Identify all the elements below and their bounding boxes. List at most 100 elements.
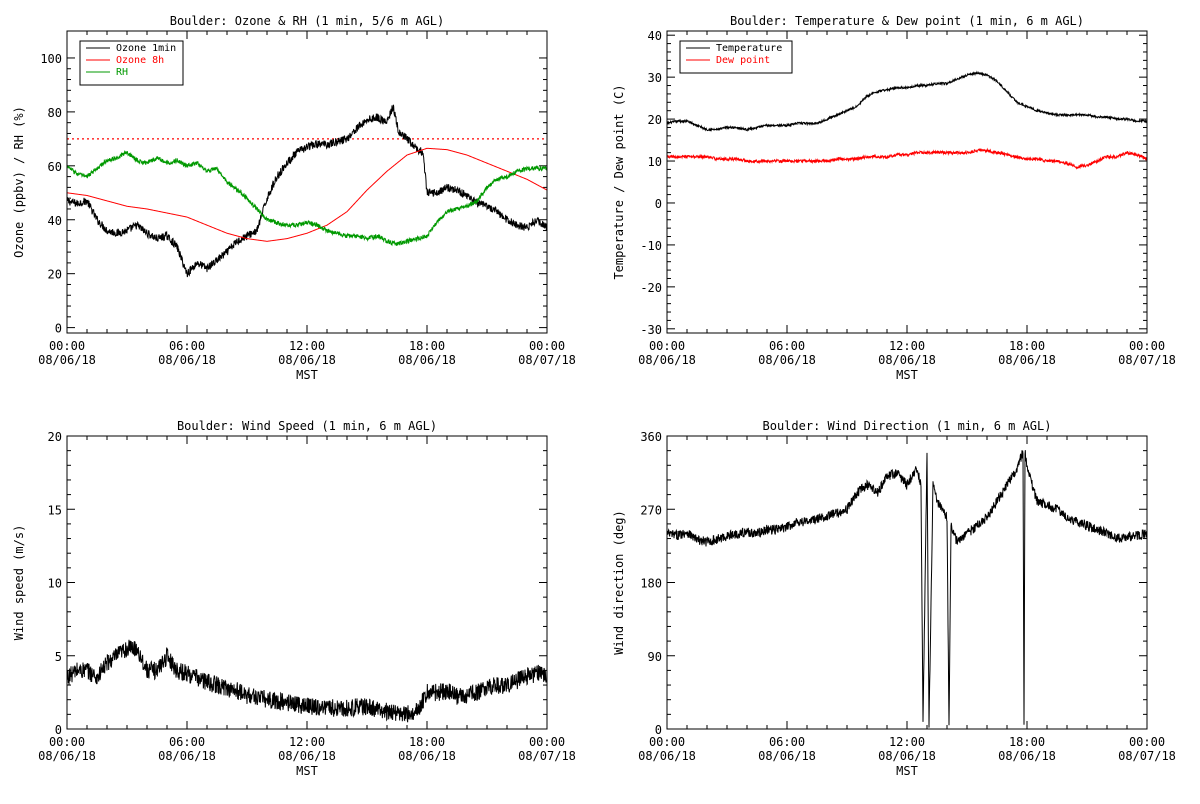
x-tick-label-date: 08/06/18: [278, 353, 336, 367]
series-line-temperature: [667, 70, 1147, 133]
legend-label: Ozone 1min: [116, 43, 176, 54]
x-tick-label-date: 08/06/18: [158, 749, 216, 763]
y-tick-label: 360: [640, 430, 662, 444]
plot-frame: [666, 435, 1148, 730]
series-line-rh: [67, 150, 547, 247]
x-axis-label: MST: [296, 764, 318, 778]
x-axis-label: MST: [896, 764, 918, 778]
x-tick-label-date: 08/06/18: [998, 749, 1056, 763]
series-line-series-0: [67, 639, 547, 723]
plot-area: [67, 104, 547, 278]
x-tick-label-time: 12:00: [889, 339, 925, 353]
y-tick-label: 180: [640, 577, 662, 591]
y-axis-label: Wind speed (m/s): [12, 525, 26, 641]
y-tick-label: 0: [55, 723, 62, 737]
x-tick-label-time: 12:00: [889, 735, 925, 749]
x-tick-label-time: 00:00: [529, 735, 565, 749]
y-tick-label: 10: [648, 155, 662, 169]
y-tick-label: -20: [640, 281, 662, 295]
chart-title: Boulder: Wind Speed (1 min, 6 m AGL): [177, 419, 437, 433]
x-tick-label-time: 00:00: [529, 339, 565, 353]
y-axis-label: Temperature / Dew point (C): [612, 84, 626, 279]
x-tick-label-date: 08/06/18: [758, 749, 816, 763]
plot-frame: [666, 30, 1148, 334]
legend-label: Dew point: [716, 55, 770, 66]
y-tick-label: 10: [48, 577, 62, 591]
x-tick-label-time: 12:00: [289, 735, 325, 749]
y-tick-label: 80: [48, 106, 62, 120]
plot-frame: [66, 435, 548, 730]
y-tick-label: 40: [48, 214, 62, 228]
plot-area: [667, 450, 1147, 728]
chart-ozone-rh: Boulder: Ozone & RH (1 min, 5/6 m AGL) 0 2…: [12, 14, 576, 382]
x-tick-label-date: 08/06/18: [878, 353, 936, 367]
x-tick-label-date: 08/07/18: [518, 749, 576, 763]
chart-wind-speed: Boulder: Wind Speed (1 min, 6 m AGL) 0 5 10…: [12, 419, 576, 778]
legend-label: RH: [116, 67, 128, 78]
x-tick-label-date: 08/07/18: [1118, 749, 1176, 763]
x-axis-label: MST: [296, 368, 318, 382]
y-tick-label: 15: [48, 503, 62, 517]
y-axis-label: Ozone (ppbv) / RH (%): [12, 106, 26, 258]
x-tick-label-time: 18:00: [409, 339, 445, 353]
y-tick-label: 60: [48, 160, 62, 174]
x-tick-label-date: 08/06/18: [398, 749, 456, 763]
y-tick-label: 20: [648, 113, 662, 127]
plot-area: [67, 639, 547, 723]
y-tick-label: 100: [40, 52, 62, 66]
x-tick-label-date: 08/06/18: [398, 353, 456, 367]
x-tick-label-time: 00:00: [1129, 339, 1165, 353]
y-tick-label: 30: [648, 71, 662, 85]
x-tick-label-time: 18:00: [1009, 735, 1045, 749]
legend-label: Ozone 8h: [116, 55, 164, 66]
chart-title: Boulder: Ozone & RH (1 min, 5/6 m AGL): [170, 14, 445, 28]
x-tick-label-date: 08/06/18: [638, 749, 696, 763]
y-tick-label: 0: [55, 322, 62, 336]
y-tick-label: -10: [640, 239, 662, 253]
chart-wind-direction: Boulder: Wind Direction (1 min, 6 m AGL)…: [612, 419, 1176, 778]
y-tick-label: 90: [648, 650, 662, 664]
x-tick-label-time: 00:00: [649, 735, 685, 749]
x-axis-label: MST: [896, 368, 918, 382]
x-tick-label-time: 18:00: [1009, 339, 1045, 353]
x-tick-label-time: 06:00: [769, 339, 805, 353]
x-tick-label-time: 06:00: [169, 735, 205, 749]
x-tick-label-time: 00:00: [1129, 735, 1165, 749]
y-tick-label: -30: [640, 323, 662, 337]
x-tick-label-date: 08/06/18: [38, 353, 96, 367]
x-tick-label-date: 08/06/18: [878, 749, 936, 763]
x-tick-label-time: 00:00: [649, 339, 685, 353]
x-tick-label-date: 08/07/18: [518, 353, 576, 367]
y-tick-label: 20: [48, 430, 62, 444]
plot-area: [667, 70, 1147, 170]
y-axis-label: Wind direction (deg): [612, 510, 626, 655]
y-tick-label: 20: [48, 268, 62, 282]
chart-temp-dew: Boulder: Temperature & Dew point (1 min,…: [612, 14, 1176, 382]
chart-title: Boulder: Temperature & Dew point (1 min,…: [730, 14, 1084, 28]
chart-title: Boulder: Wind Direction (1 min, 6 m AGL): [763, 419, 1052, 433]
x-tick-label-time: 12:00: [289, 339, 325, 353]
x-tick-label-date: 08/06/18: [158, 353, 216, 367]
x-tick-label-time: 06:00: [769, 735, 805, 749]
x-tick-label-date: 08/06/18: [278, 749, 336, 763]
x-tick-label-time: 06:00: [169, 339, 205, 353]
y-tick-label: 40: [648, 29, 662, 43]
legend-box: [679, 40, 793, 74]
x-tick-label-date: 08/07/18: [1118, 353, 1176, 367]
y-tick-label: 0: [655, 723, 662, 737]
x-tick-label-time: 18:00: [409, 735, 445, 749]
x-tick-label-time: 00:00: [49, 339, 85, 353]
series-line-ozone-1min: [67, 104, 547, 278]
legend-label: Temperature: [716, 43, 782, 54]
x-tick-label-date: 08/06/18: [758, 353, 816, 367]
x-tick-label-time: 00:00: [49, 735, 85, 749]
series-line-ozone-8h: [67, 147, 547, 242]
series-line-dew-point: [667, 147, 1147, 170]
x-tick-label-date: 08/06/18: [638, 353, 696, 367]
x-tick-label-date: 08/06/18: [998, 353, 1056, 367]
